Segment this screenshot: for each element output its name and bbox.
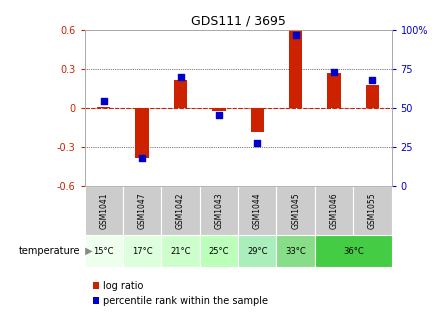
Bar (315, 235, 392, 267)
Bar (238, 235, 276, 267)
Bar (135, 108, 149, 158)
Text: GSM1044: GSM1044 (253, 193, 262, 229)
Bar (200, 186, 238, 235)
Text: temperature: temperature (19, 246, 80, 256)
Point (138, 156, 146, 161)
Point (369, 78, 376, 83)
Bar (174, 80, 187, 108)
Bar (238, 186, 276, 235)
Text: GSM1046: GSM1046 (330, 193, 339, 229)
Text: 15°C: 15°C (93, 247, 114, 256)
Text: 36°C: 36°C (343, 247, 364, 256)
Text: percentile rank within the sample: percentile rank within the sample (103, 296, 268, 306)
Bar (289, 30, 302, 108)
Text: GSM1041: GSM1041 (99, 193, 108, 229)
Bar (162, 235, 200, 267)
Bar (97, 107, 110, 108)
Point (215, 112, 222, 117)
Bar (85, 235, 123, 267)
Text: 33°C: 33°C (285, 247, 306, 256)
Point (100, 98, 107, 103)
Bar (123, 186, 162, 235)
Bar (328, 73, 341, 108)
Bar (162, 186, 200, 235)
Title: GDS111 / 3695: GDS111 / 3695 (190, 15, 286, 28)
Point (254, 140, 261, 145)
Text: log ratio: log ratio (103, 281, 143, 291)
Text: 17°C: 17°C (132, 247, 153, 256)
Bar (276, 186, 315, 235)
Text: 25°C: 25°C (209, 247, 229, 256)
Text: ▶: ▶ (82, 246, 93, 256)
Text: 29°C: 29°C (247, 247, 267, 256)
Bar (212, 108, 226, 111)
Bar (200, 235, 238, 267)
Text: GSM1042: GSM1042 (176, 193, 185, 229)
Text: GSM1045: GSM1045 (291, 193, 300, 229)
Text: GSM1043: GSM1043 (214, 193, 223, 229)
Point (331, 70, 338, 75)
Point (177, 74, 184, 80)
Text: GSM1055: GSM1055 (368, 193, 377, 229)
Bar (276, 235, 315, 267)
Bar (85, 186, 123, 235)
Point (292, 32, 299, 38)
Bar (353, 186, 392, 235)
Bar (366, 85, 379, 108)
Bar (251, 108, 264, 132)
Bar (123, 235, 162, 267)
Text: GSM1047: GSM1047 (138, 193, 146, 229)
Bar (315, 186, 353, 235)
Text: 21°C: 21°C (170, 247, 191, 256)
